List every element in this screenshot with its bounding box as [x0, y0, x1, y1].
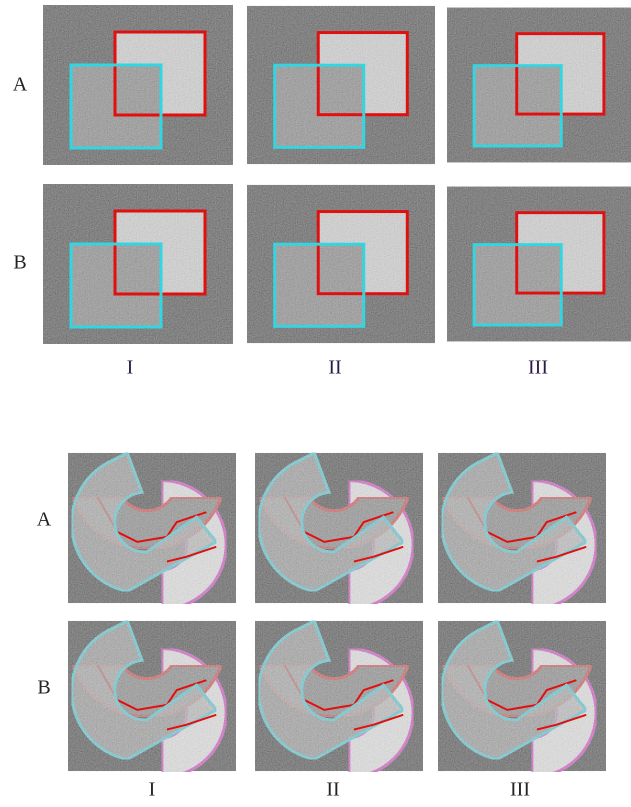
row-label: A — [13, 74, 27, 97]
result-image — [68, 620, 236, 772]
column-label: II — [328, 357, 341, 380]
result-image — [255, 452, 423, 604]
column-label: I — [149, 779, 156, 802]
row-label: A — [37, 509, 51, 532]
result-image — [43, 183, 233, 345]
row-label: B — [13, 252, 26, 275]
result-image — [68, 452, 236, 604]
result-image — [247, 183, 435, 345]
column-label: III — [528, 357, 548, 380]
result-image — [255, 620, 423, 772]
figure: {"panels": [ {"rows": ["A", "B"], "colum… — [0, 0, 631, 807]
result-image — [43, 5, 233, 165]
result-image — [438, 452, 606, 604]
result-image — [447, 5, 631, 165]
result-image — [438, 620, 606, 772]
row-label: B — [37, 677, 50, 700]
column-label: II — [326, 779, 339, 802]
result-image — [447, 183, 631, 345]
column-label: I — [127, 357, 134, 380]
column-label: III — [510, 779, 530, 802]
result-image — [247, 5, 435, 165]
